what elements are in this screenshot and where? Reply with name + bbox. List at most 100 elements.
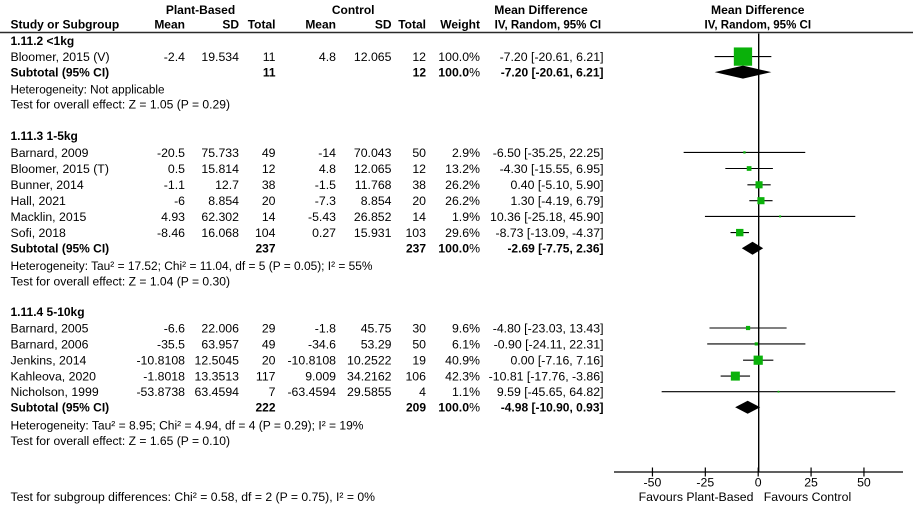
svg-text:Total: Total bbox=[248, 17, 276, 31]
svg-text:Bunner, 2014: Bunner, 2014 bbox=[11, 178, 84, 192]
svg-text:Mean Difference: Mean Difference bbox=[711, 3, 805, 17]
svg-text:-6.50 [-35.25, 22.25]: -6.50 [-35.25, 22.25] bbox=[493, 146, 604, 160]
svg-text:Heterogeneity: Tau² = 17.52; C: Heterogeneity: Tau² = 17.52; Chi² = 11.0… bbox=[11, 259, 373, 273]
svg-text:Test for subgroup differences:: Test for subgroup differences: Chi² = 0.… bbox=[11, 490, 376, 504]
svg-text:222: 222 bbox=[255, 401, 275, 415]
svg-text:Bloomer, 2015 (T): Bloomer, 2015 (T) bbox=[11, 162, 109, 176]
svg-text:-7.20 [-20.61, 6.21]: -7.20 [-20.61, 6.21] bbox=[500, 50, 604, 64]
svg-text:19.534: 19.534 bbox=[201, 50, 239, 64]
svg-text:26.2%: 26.2% bbox=[445, 178, 480, 192]
svg-text:Subtotal (95% CI): Subtotal (95% CI) bbox=[11, 242, 110, 256]
svg-text:12.065: 12.065 bbox=[354, 162, 392, 176]
svg-text:-2.69 [-7.75, 2.36]: -2.69 [-7.75, 2.36] bbox=[507, 242, 603, 256]
svg-text:19: 19 bbox=[412, 354, 426, 368]
svg-text:100.0%: 100.0% bbox=[438, 242, 480, 256]
svg-text:0.27: 0.27 bbox=[312, 226, 336, 240]
svg-text:63.4594: 63.4594 bbox=[195, 385, 240, 399]
svg-text:12: 12 bbox=[412, 162, 426, 176]
svg-text:Barnard, 2009: Barnard, 2009 bbox=[11, 146, 89, 160]
svg-text:12: 12 bbox=[413, 66, 427, 80]
svg-text:75.733: 75.733 bbox=[201, 146, 239, 160]
svg-text:34.2162: 34.2162 bbox=[347, 370, 392, 384]
svg-text:-63.4594: -63.4594 bbox=[287, 385, 336, 399]
svg-text:16.068: 16.068 bbox=[201, 226, 239, 240]
svg-text:11: 11 bbox=[263, 50, 276, 64]
svg-text:10.2522: 10.2522 bbox=[347, 354, 392, 368]
svg-text:-8.73 [-13.09, -4.37]: -8.73 [-13.09, -4.37] bbox=[495, 226, 603, 240]
svg-text:SD: SD bbox=[222, 17, 239, 31]
svg-text:Control: Control bbox=[332, 3, 375, 17]
svg-text:-4.98 [-10.90, 0.93]: -4.98 [-10.90, 0.93] bbox=[501, 401, 604, 415]
svg-text:Favours Plant-Based: Favours Plant-Based bbox=[639, 490, 754, 504]
svg-text:12: 12 bbox=[412, 50, 426, 64]
svg-text:9.59 [-45.65, 64.82]: 9.59 [-45.65, 64.82] bbox=[497, 385, 604, 399]
svg-text:Bloomer, 2015 (V): Bloomer, 2015 (V) bbox=[11, 50, 110, 64]
svg-text:1.11.2 <1kg: 1.11.2 <1kg bbox=[11, 34, 75, 48]
svg-text:Subtotal (95% CI): Subtotal (95% CI) bbox=[11, 66, 110, 80]
svg-text:25: 25 bbox=[804, 476, 818, 490]
svg-text:IV, Random, 95% CI: IV, Random, 95% CI bbox=[705, 17, 812, 31]
svg-text:38: 38 bbox=[412, 178, 426, 192]
svg-text:Macklin, 2015: Macklin, 2015 bbox=[11, 210, 87, 224]
svg-text:104: 104 bbox=[255, 226, 276, 240]
svg-text:Total: Total bbox=[398, 17, 426, 31]
svg-text:237: 237 bbox=[406, 242, 426, 256]
svg-text:-4.30 [-15.55, 6.95]: -4.30 [-15.55, 6.95] bbox=[500, 162, 604, 176]
svg-text:50: 50 bbox=[412, 337, 426, 351]
svg-text:-1.5: -1.5 bbox=[315, 178, 336, 192]
svg-text:1.1%: 1.1% bbox=[452, 385, 480, 399]
svg-text:50: 50 bbox=[412, 146, 426, 160]
svg-text:14: 14 bbox=[262, 210, 276, 224]
svg-text:-0.90 [-24.11, 22.31]: -0.90 [-24.11, 22.31] bbox=[494, 337, 604, 351]
svg-text:22.006: 22.006 bbox=[201, 321, 239, 335]
svg-text:-5.43: -5.43 bbox=[308, 210, 336, 224]
svg-text:-10.8108: -10.8108 bbox=[136, 354, 185, 368]
svg-text:-1.8018: -1.8018 bbox=[143, 370, 185, 384]
svg-text:12: 12 bbox=[262, 162, 276, 176]
svg-text:Favours Control: Favours Control bbox=[764, 490, 851, 504]
svg-text:Test for overall effect: Z = 1: Test for overall effect: Z = 1.04 (P = 0… bbox=[11, 274, 231, 288]
svg-text:14: 14 bbox=[412, 210, 426, 224]
svg-text:-7.20 [-20.61, 6.21]: -7.20 [-20.61, 6.21] bbox=[501, 66, 604, 80]
svg-text:Sofi, 2018: Sofi, 2018 bbox=[11, 226, 67, 240]
svg-text:100.0%: 100.0% bbox=[438, 401, 480, 415]
svg-text:237: 237 bbox=[255, 242, 275, 256]
svg-text:-20.5: -20.5 bbox=[157, 146, 185, 160]
svg-text:62.302: 62.302 bbox=[201, 210, 239, 224]
svg-text:Subtotal (95% CI): Subtotal (95% CI) bbox=[11, 401, 110, 415]
svg-text:8.854: 8.854 bbox=[208, 194, 239, 208]
svg-text:20: 20 bbox=[412, 194, 426, 208]
svg-text:0.5: 0.5 bbox=[168, 162, 185, 176]
svg-text:IV, Random, 95% CI: IV, Random, 95% CI bbox=[495, 17, 602, 31]
svg-text:12.7: 12.7 bbox=[215, 178, 239, 192]
svg-text:Heterogeneity: Tau² = 8.95; Ch: Heterogeneity: Tau² = 8.95; Chi² = 4.94,… bbox=[11, 418, 364, 432]
svg-text:Mean: Mean bbox=[154, 17, 185, 31]
svg-text:100.0%: 100.0% bbox=[438, 66, 480, 80]
svg-text:-34.6: -34.6 bbox=[308, 337, 336, 351]
svg-text:63.957: 63.957 bbox=[201, 337, 239, 351]
svg-text:-7.3: -7.3 bbox=[315, 194, 336, 208]
svg-text:49: 49 bbox=[262, 337, 276, 351]
svg-text:-2.4: -2.4 bbox=[164, 50, 185, 64]
svg-text:29.5855: 29.5855 bbox=[347, 385, 392, 399]
svg-text:Study or Subgroup: Study or Subgroup bbox=[11, 17, 120, 31]
svg-text:29.6%: 29.6% bbox=[445, 226, 480, 240]
svg-text:Plant-Based: Plant-Based bbox=[166, 3, 235, 17]
svg-text:4.8: 4.8 bbox=[319, 162, 336, 176]
svg-text:1.11.3 1-5kg: 1.11.3 1-5kg bbox=[11, 129, 78, 143]
svg-text:2.9%: 2.9% bbox=[452, 146, 480, 160]
svg-text:-53.8738: -53.8738 bbox=[136, 385, 185, 399]
svg-text:1.9%: 1.9% bbox=[452, 210, 480, 224]
svg-text:106: 106 bbox=[405, 370, 426, 384]
svg-text:7: 7 bbox=[269, 385, 276, 399]
svg-text:0.40 [-5.10, 5.90]: 0.40 [-5.10, 5.90] bbox=[511, 178, 604, 192]
svg-text:11.768: 11.768 bbox=[355, 178, 392, 192]
svg-text:-8.46: -8.46 bbox=[157, 226, 185, 240]
svg-text:11: 11 bbox=[263, 66, 276, 80]
svg-text:-1.1: -1.1 bbox=[164, 178, 185, 192]
svg-text:Test for overall effect: Z = 1: Test for overall effect: Z = 1.05 (P = 0… bbox=[11, 98, 231, 112]
svg-text:-25: -25 bbox=[696, 476, 714, 490]
svg-text:9.009: 9.009 bbox=[305, 370, 336, 384]
svg-text:0.00 [-7.16, 7.16]: 0.00 [-7.16, 7.16] bbox=[511, 354, 604, 368]
svg-text:40.9%: 40.9% bbox=[445, 354, 480, 368]
